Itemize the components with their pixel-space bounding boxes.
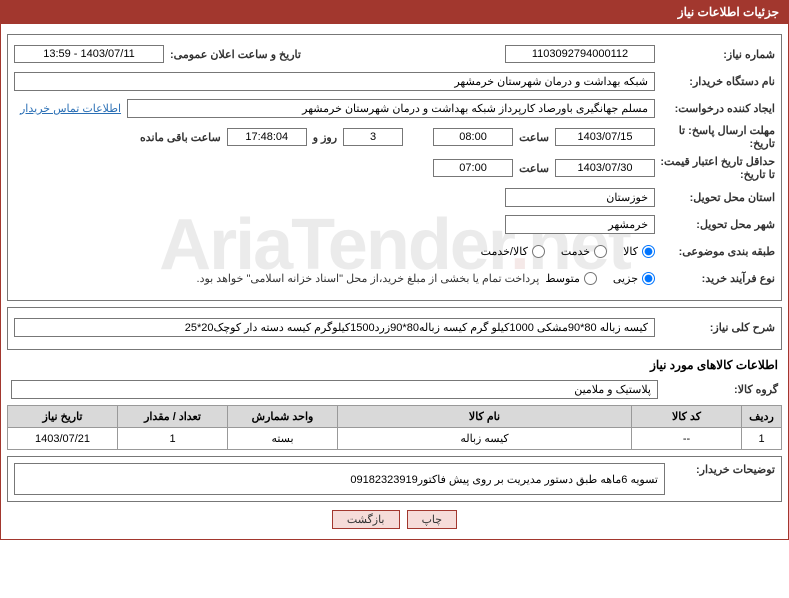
th-name: نام کالا xyxy=(338,406,632,428)
radio-kala[interactable]: کالا xyxy=(623,245,655,258)
field-announce: 1403/07/11 - 13:59 xyxy=(14,45,164,63)
th-need-date: تاریخ نیاز xyxy=(8,406,118,428)
buy-note: پرداخت تمام یا بخشی از مبلغ خرید،از محل … xyxy=(197,272,546,285)
th-qty: تعداد / مقدار xyxy=(118,406,228,428)
cell-need-date: 1403/07/21 xyxy=(8,428,118,450)
field-price-date: 1403/07/30 xyxy=(555,159,655,177)
label-buyer-org: نام دستگاه خریدار: xyxy=(655,75,775,88)
label-goods-group: گروه کالا: xyxy=(658,383,778,396)
label-price-validity: حداقل تاریخ اعتبار قیمت: تا تاریخ: xyxy=(655,155,775,181)
field-reply-time: 08:00 xyxy=(433,128,513,146)
field-buyer-org: شبکه بهداشت و درمان شهرستان خرمشهر xyxy=(14,72,655,91)
goods-info-title: اطلاعات کالاهای مورد نیاز xyxy=(11,358,778,372)
label-summary: شرح کلی نیاز: xyxy=(655,321,775,334)
field-city: خرمشهر xyxy=(505,215,655,234)
field-goods-group: پلاستیک و ملامین xyxy=(11,380,658,399)
cell-qty: 1 xyxy=(118,428,228,450)
label-requester: ایجاد کننده درخواست: xyxy=(655,102,775,115)
th-row: ردیف xyxy=(742,406,782,428)
label-remaining: ساعت باقی مانده xyxy=(134,131,227,144)
back-button[interactable]: بازگشت xyxy=(332,510,400,529)
cell-unit: بسته xyxy=(228,428,338,450)
cell-name: کیسه زباله xyxy=(338,428,632,450)
label-day-and: روز و xyxy=(307,131,343,144)
radio-jozi[interactable]: جزیی xyxy=(613,272,655,285)
label-city: شهر محل تحویل: xyxy=(655,218,775,231)
radio-group-category: کالا خدمت کالا/خدمت xyxy=(481,245,655,258)
field-buyer-notes: تسویه 6ماهه طبق دستور مدیریت بر روی پیش … xyxy=(14,463,665,495)
field-requester: مسلم جهانگیری باورصاد کارپرداز شبکه بهدا… xyxy=(127,99,655,118)
button-bar: چاپ بازگشت xyxy=(7,510,782,529)
panel-body: AriaTender.net شماره نیاز: 1103092794000… xyxy=(0,24,789,540)
field-remaining-days: 3 xyxy=(343,128,403,146)
label-category: طبقه بندی موضوعی: xyxy=(655,245,775,258)
th-code: کد کالا xyxy=(632,406,742,428)
goods-table: ردیف کد کالا نام کالا واحد شمارش تعداد /… xyxy=(7,405,782,450)
field-province: خوزستان xyxy=(505,188,655,207)
field-price-time: 07:00 xyxy=(433,159,513,177)
field-summary: کیسه زباله 80*90مشکی 1000کیلو گرم کیسه ز… xyxy=(14,318,655,337)
cell-code: -- xyxy=(632,428,742,450)
field-reply-date: 1403/07/15 xyxy=(555,128,655,146)
print-button[interactable]: چاپ xyxy=(407,510,458,529)
field-need-no: 1103092794000112 xyxy=(505,45,655,63)
label-hour-2: ساعت xyxy=(513,162,555,175)
label-process: نوع فرآیند خرید: xyxy=(655,272,775,285)
radio-group-process: جزیی متوسط xyxy=(545,272,655,285)
label-hour-1: ساعت xyxy=(513,131,555,144)
label-reply-deadline: مهلت ارسال پاسخ: تا تاریخ: xyxy=(655,124,775,150)
label-province: استان محل تحویل: xyxy=(655,191,775,204)
buyer-notes-box: توضیحات خریدار: تسویه 6ماهه طبق دستور مد… xyxy=(7,456,782,502)
radio-kala-khedmat[interactable]: کالا/خدمت xyxy=(481,245,545,258)
summary-box: شرح کلی نیاز: کیسه زباله 80*90مشکی 1000ک… xyxy=(7,307,782,350)
link-contact-buyer[interactable]: اطلاعات تماس خریدار xyxy=(14,102,127,115)
radio-khedmat[interactable]: خدمت xyxy=(561,245,607,258)
field-remaining-time: 17:48:04 xyxy=(227,128,307,146)
label-buyer-notes: توضیحات خریدار: xyxy=(665,463,775,476)
panel-header: جزئیات اطلاعات نیاز xyxy=(0,0,789,24)
details-box: شماره نیاز: 1103092794000112 تاریخ و ساع… xyxy=(7,34,782,301)
radio-motavasset[interactable]: متوسط xyxy=(545,272,597,285)
cell-row: 1 xyxy=(742,428,782,450)
label-need-no: شماره نیاز: xyxy=(655,48,775,61)
label-announce: تاریخ و ساعت اعلان عمومی: xyxy=(164,48,307,61)
table-row: 1 -- کیسه زباله بسته 1 1403/07/21 xyxy=(8,428,782,450)
th-unit: واحد شمارش xyxy=(228,406,338,428)
